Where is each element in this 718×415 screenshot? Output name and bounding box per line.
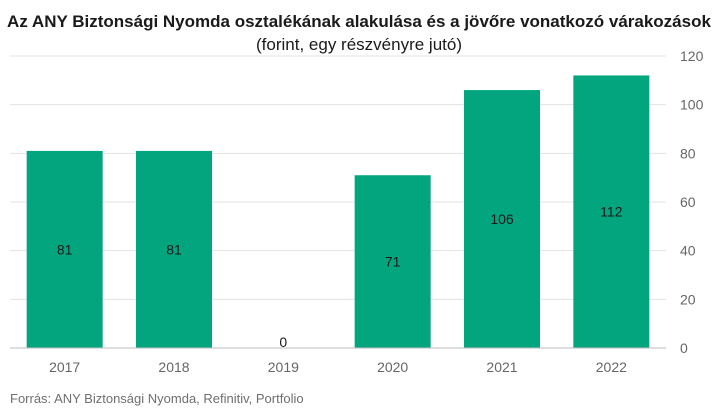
source-note: Forrás: ANY Biztonsági Nyomda, Refinitiv… bbox=[10, 391, 304, 406]
x-tick-label: 2022 bbox=[596, 359, 627, 375]
bar bbox=[464, 90, 540, 349]
x-tick-label: 2019 bbox=[268, 359, 299, 375]
y-tick-label: 60 bbox=[680, 194, 696, 210]
data-label: 112 bbox=[600, 204, 623, 220]
chart-title-bold: Az ANY Biztonsági Nyomda osztalékának al… bbox=[7, 12, 711, 31]
y-tick-label: 20 bbox=[680, 291, 696, 307]
data-label: 71 bbox=[385, 254, 401, 270]
bar bbox=[26, 150, 103, 348]
data-label: 0 bbox=[279, 334, 287, 350]
chart-title: Az ANY Biztonsági Nyomda osztalékának al… bbox=[0, 10, 718, 56]
x-tick-label: 2017 bbox=[49, 359, 80, 375]
bar bbox=[573, 75, 650, 348]
x-tick-label: 2021 bbox=[486, 359, 517, 375]
y-tick-label: 100 bbox=[680, 97, 704, 113]
y-tick-label: 0 bbox=[680, 340, 688, 356]
x-tick-label: 2020 bbox=[377, 359, 408, 375]
x-tick-label: 2018 bbox=[158, 359, 189, 375]
y-tick-label: 120 bbox=[680, 48, 704, 64]
y-tick-label: 80 bbox=[680, 145, 696, 161]
chart-title-unit: (forint, egy részvényre jutó) bbox=[256, 35, 462, 54]
bar bbox=[354, 175, 431, 348]
bar bbox=[136, 150, 212, 348]
data-label: 81 bbox=[166, 241, 182, 257]
data-label: 106 bbox=[490, 211, 514, 227]
y-tick-label: 40 bbox=[680, 243, 696, 259]
data-label: 81 bbox=[57, 241, 73, 257]
